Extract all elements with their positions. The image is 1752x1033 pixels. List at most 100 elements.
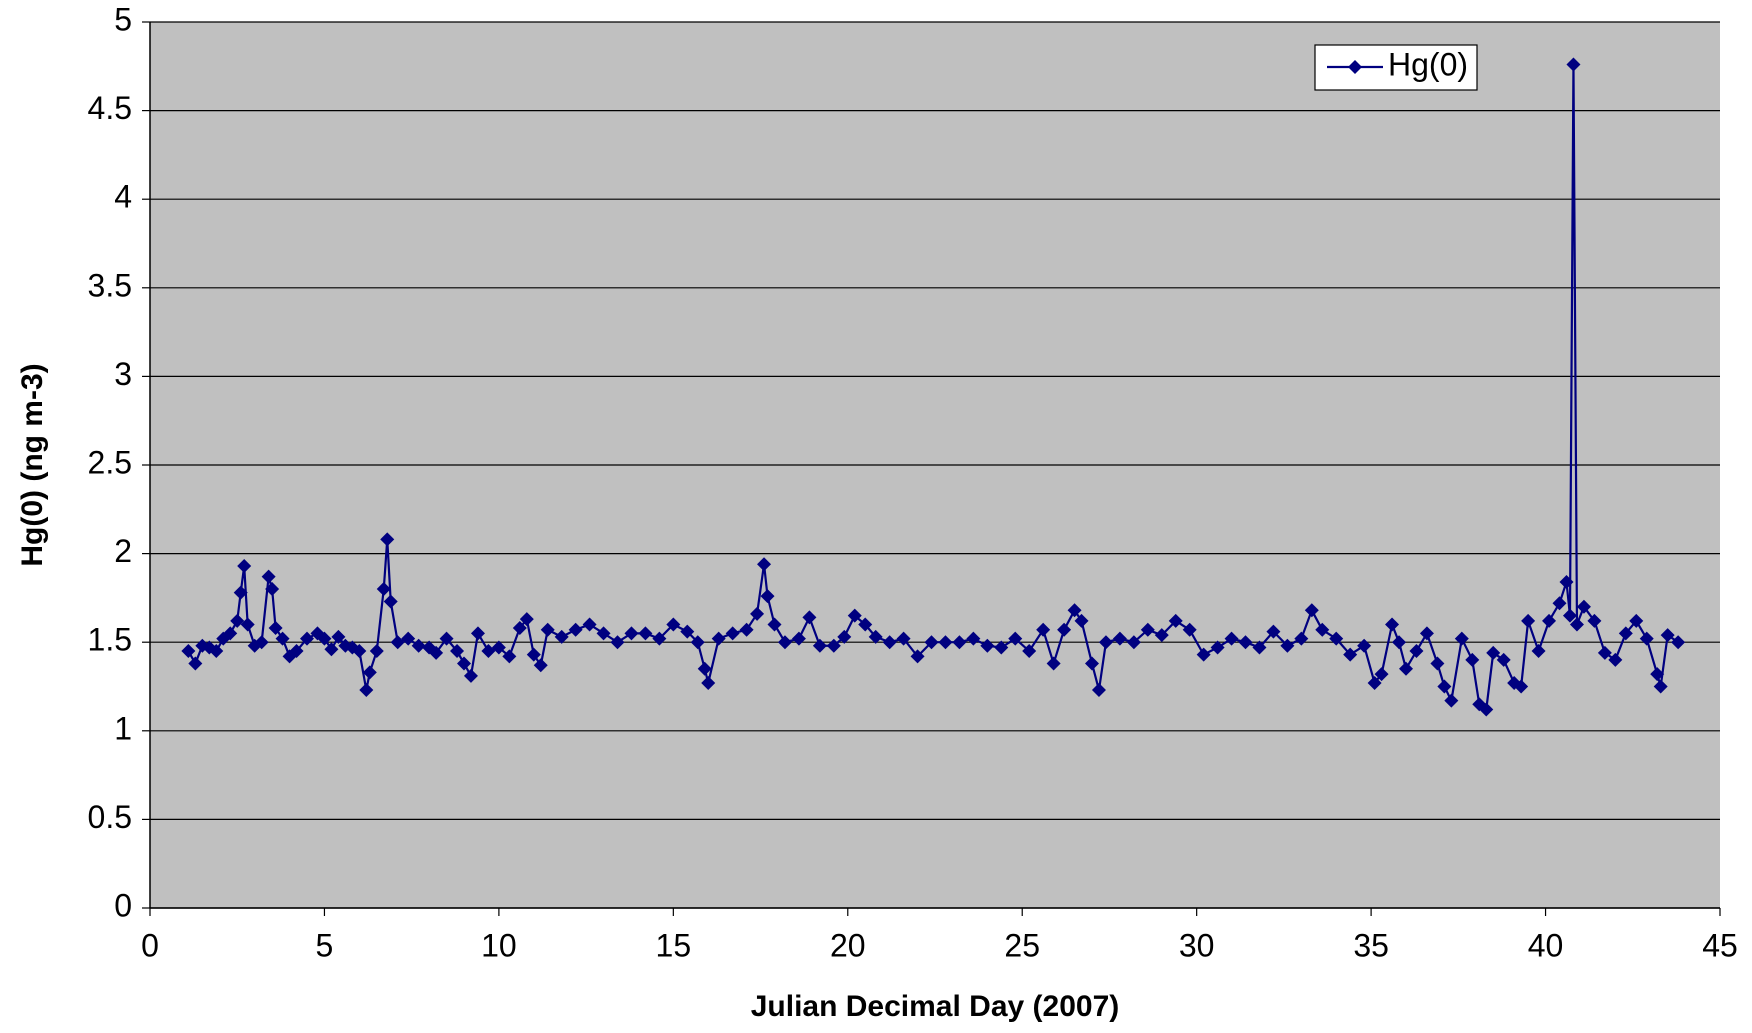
data-point [1437,679,1452,694]
x-tick-label: 40 [1528,927,1564,963]
data-point [1552,596,1567,611]
data-point [1566,57,1581,72]
data-point [502,649,517,664]
data-point [533,658,548,673]
data-point [1367,675,1382,690]
x-tick-label: 0 [141,927,159,963]
data-point [1399,661,1413,676]
y-tick-label: 1 [114,710,132,746]
data-point [791,631,806,646]
data-point [1168,613,1183,628]
x-tick-label: 15 [656,927,692,963]
data-point [1629,613,1644,628]
data-point [826,638,841,653]
data-point [526,647,541,662]
data-point [463,668,478,683]
y-tick-label: 2 [114,533,132,569]
data-point [858,617,873,632]
data-point [324,642,339,657]
data-point [439,631,454,646]
data-point [1210,640,1225,655]
data-point [725,626,740,641]
data-point [690,635,705,650]
data-point [582,617,597,632]
data-point [596,626,611,641]
data-point [1067,603,1082,618]
data-point [882,635,897,650]
data-point [1569,617,1584,632]
y-tick-label: 4 [114,179,132,215]
data-point [289,644,304,659]
data-point [554,629,569,644]
data-point [380,532,395,547]
data-point [275,631,290,646]
data-point [1154,628,1169,643]
data-point [481,644,496,659]
data-point [223,626,238,641]
data-point [624,626,639,641]
data-point [1112,631,1127,646]
data-point [188,656,203,671]
data-point [540,622,555,637]
data-point [924,635,939,650]
data-point [1126,635,1141,650]
data-point [491,640,506,655]
data-point [300,631,314,646]
y-tick-label: 0 [114,887,132,923]
data-point [994,640,1009,655]
data-point [966,631,981,646]
data-point [1294,631,1309,646]
data-point [638,626,653,641]
data-point [1650,667,1665,682]
data-point [1639,631,1654,646]
data-point [331,629,346,644]
data-point [1486,645,1501,660]
data-point [1315,622,1330,637]
x-tick-label: 45 [1702,927,1738,963]
data-point [739,622,754,637]
data-point [910,649,925,664]
data-point [1587,613,1602,628]
data-point [362,665,377,680]
data-point [233,585,248,600]
data-point [1576,599,1591,614]
y-tick-label: 1.5 [88,622,132,658]
data-point [1479,702,1494,717]
data-point [376,582,391,597]
data-point [701,675,716,690]
data-point [1224,631,1239,646]
data-point [1392,635,1407,650]
data-point [1559,574,1574,589]
y-tick-label: 4.5 [88,90,132,126]
data-point [610,635,625,650]
data-point [1238,635,1253,650]
data-point [254,635,269,650]
data-point [837,629,852,644]
data-point [265,582,280,597]
data-point [181,644,196,659]
data-point [1046,656,1061,671]
data-point [383,594,398,609]
legend-marker [1348,60,1362,74]
data-point [1074,613,1089,628]
data-point [1496,652,1511,667]
x-tick-label: 10 [481,927,517,963]
data-point [1374,667,1389,682]
data-point [711,631,726,646]
data-point [1671,635,1686,650]
data-point [1514,679,1529,694]
data-point [1660,628,1675,643]
data-point [1343,647,1358,662]
data-point [1653,679,1668,694]
data-point [1430,656,1445,671]
data-point [401,631,416,646]
data-point [1409,644,1424,659]
data-point [1196,647,1211,662]
data-point [1531,644,1546,659]
data-point [1057,622,1072,637]
data-point [1521,613,1536,628]
x-tick-label: 5 [316,927,334,963]
data-point [512,621,527,636]
y-tick-label: 3.5 [88,267,132,303]
